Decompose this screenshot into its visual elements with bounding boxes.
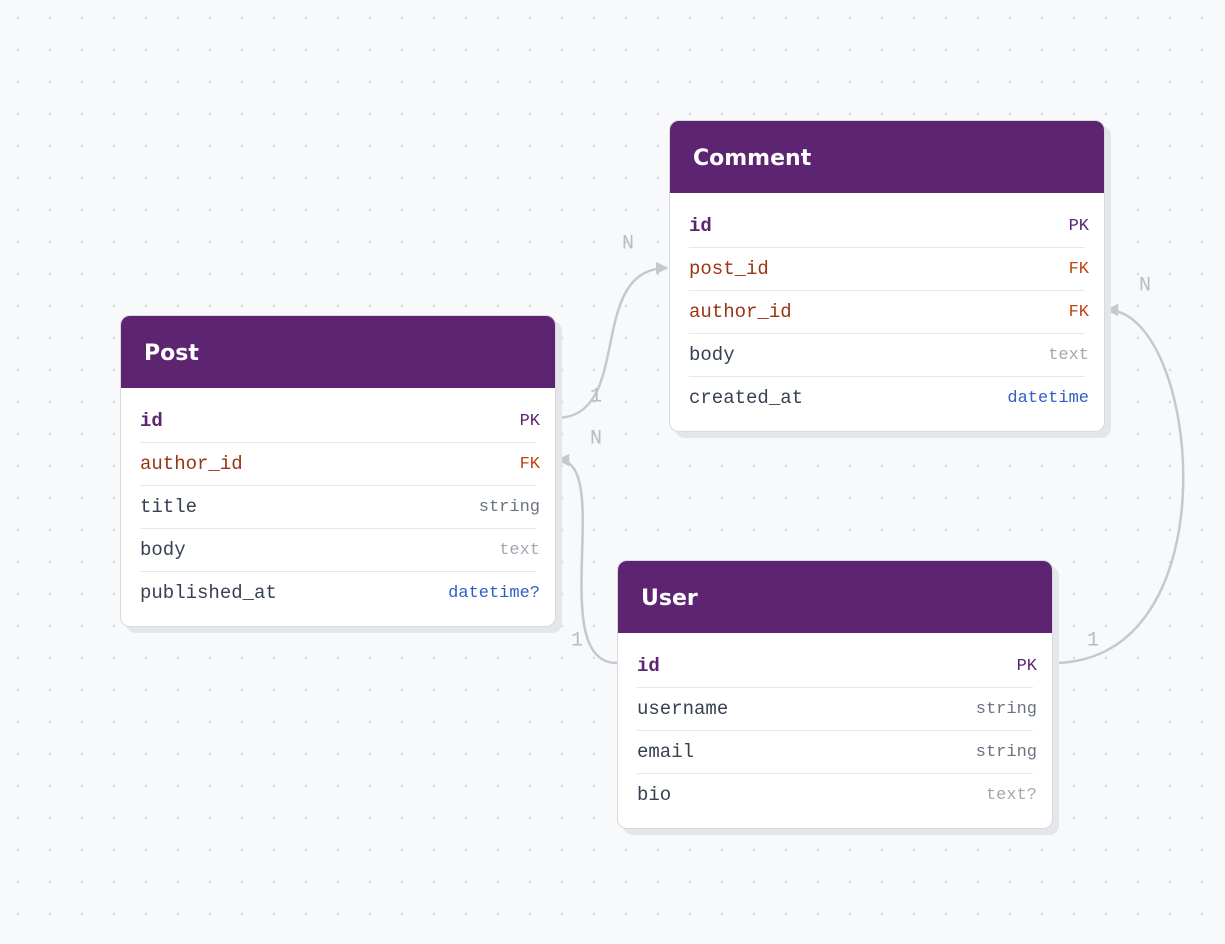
- field-name: email: [637, 741, 695, 763]
- table-body: id PK username string email string bio text?: [618, 633, 1052, 828]
- field-name: author_id: [140, 453, 243, 475]
- relation-line: [1052, 303, 1185, 665]
- relation-label: N: [1139, 274, 1151, 297]
- table-body: id PK post_id FK author_id FK body text created_…: [670, 193, 1104, 431]
- field-row: bio text?: [637, 774, 1037, 816]
- field-type: datetime: [1007, 388, 1089, 408]
- field-row: title string: [140, 486, 540, 529]
- field-type: text?: [985, 785, 1037, 805]
- field-type: FK: [1068, 259, 1089, 279]
- field-name: body: [689, 344, 735, 366]
- field-row: body text: [689, 334, 1089, 377]
- field-row: author_id FK: [140, 443, 540, 486]
- table-title: Comment: [670, 121, 1104, 193]
- relation-label: 1: [571, 629, 583, 652]
- field-type: datetime?: [448, 583, 540, 603]
- field-name: post_id: [689, 258, 769, 280]
- field-name: id: [140, 410, 163, 432]
- field-type: PK: [1016, 656, 1037, 676]
- field-name: title: [140, 496, 198, 518]
- field-name: id: [689, 215, 712, 237]
- field-row: id PK: [689, 205, 1089, 248]
- field-row: email string: [637, 731, 1037, 774]
- relation-label: 1: [590, 385, 602, 408]
- table-card: User id PK username string email string bio text…: [617, 560, 1053, 829]
- relation-line: [556, 453, 618, 665]
- field-row: username string: [637, 688, 1037, 731]
- field-name: body: [140, 539, 186, 561]
- field-name: id: [637, 655, 660, 677]
- table-title: Post: [121, 316, 555, 388]
- field-type: PK: [519, 411, 540, 431]
- field-type: string: [975, 699, 1037, 719]
- relation-label: 1: [1087, 629, 1099, 652]
- table-title: User: [618, 561, 1052, 633]
- field-type: string: [975, 742, 1037, 762]
- field-name: created_at: [689, 387, 804, 409]
- table-card: Post id PK author_id FK title string body text pu…: [120, 315, 556, 627]
- table-body: id PK author_id FK title string body text publis…: [121, 388, 555, 626]
- field-name: author_id: [689, 301, 792, 323]
- field-type: string: [478, 497, 540, 517]
- field-name: published_at: [140, 582, 277, 604]
- field-row: post_id FK: [689, 248, 1089, 291]
- field-row: id PK: [637, 645, 1037, 688]
- relation-label: N: [590, 427, 602, 450]
- field-type: text: [499, 540, 540, 560]
- field-type: PK: [1068, 216, 1089, 236]
- field-type: text: [1048, 345, 1089, 365]
- relation-line: [555, 261, 669, 420]
- field-row: body text: [140, 529, 540, 572]
- field-row: id PK: [140, 400, 540, 443]
- field-name: bio: [637, 784, 672, 806]
- relation-label: N: [622, 232, 634, 255]
- field-row: author_id FK: [689, 291, 1089, 334]
- field-type: FK: [1068, 302, 1089, 322]
- field-row: created_at datetime: [689, 377, 1089, 419]
- field-name: username: [637, 698, 729, 720]
- table-card: Comment id PK post_id FK author_id FK body text c…: [669, 120, 1105, 432]
- field-row: published_at datetime?: [140, 572, 540, 614]
- field-type: FK: [519, 454, 540, 474]
